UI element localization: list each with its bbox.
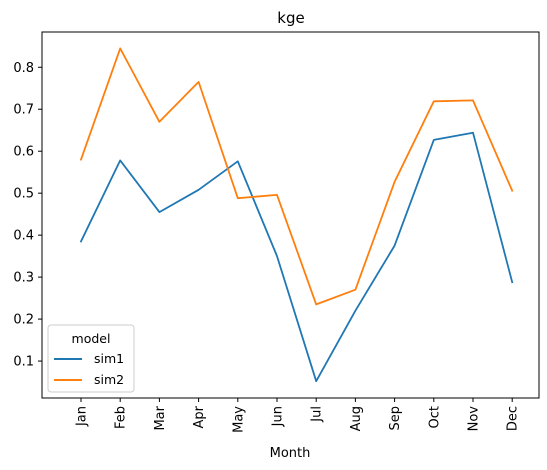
plot-area-frame — [41, 31, 540, 399]
x-tick-label: Jul — [310, 406, 325, 423]
x-tick-label: Mar — [153, 405, 168, 430]
y-axis: 0.1 0.2 0.3 0.4 0.5 0.6 0.7 0.8 — [13, 61, 42, 370]
x-tick-label: Sep — [388, 406, 403, 431]
y-tick-label: 0.4 — [13, 229, 34, 244]
legend-title: model — [72, 331, 111, 346]
series-layer — [79, 47, 514, 383]
legend-box — [47, 324, 135, 393]
x-tick-label: Nov — [467, 406, 482, 432]
x-axis: Jan Feb Mar Apr May Jun Jul Aug Sep Oct Nov Dec — [75, 398, 521, 433]
x-tick-label: Jun — [271, 406, 286, 427]
x-tick-label: Apr — [192, 405, 207, 428]
y-tick-label: 0.1 — [13, 355, 34, 370]
series-line-sim1 — [79, 131, 514, 383]
series-line-sim2 — [79, 47, 514, 306]
y-tick-label: 0.6 — [13, 145, 34, 160]
x-tick-label: Aug — [349, 406, 364, 431]
x-tick-label: Dec — [506, 406, 521, 431]
legend: model sim1 sim2 — [47, 324, 135, 393]
x-tick-label: May — [231, 406, 246, 433]
legend-label-sim1: sim1 — [94, 351, 124, 366]
x-tick-label: Feb — [114, 406, 129, 429]
y-tick-label: 0.2 — [13, 313, 34, 328]
chart-title: kge — [277, 9, 304, 27]
x-axis-label: Month — [270, 446, 311, 461]
x-tick-label: Jan — [75, 406, 90, 427]
x-tick-label: Oct — [427, 406, 442, 428]
y-tick-label: 0.3 — [13, 271, 34, 286]
y-tick-label: 0.8 — [13, 61, 34, 76]
legend-label-sim2: sim2 — [94, 372, 124, 387]
y-tick-label: 0.7 — [13, 103, 34, 118]
y-tick-label: 0.5 — [13, 187, 34, 202]
